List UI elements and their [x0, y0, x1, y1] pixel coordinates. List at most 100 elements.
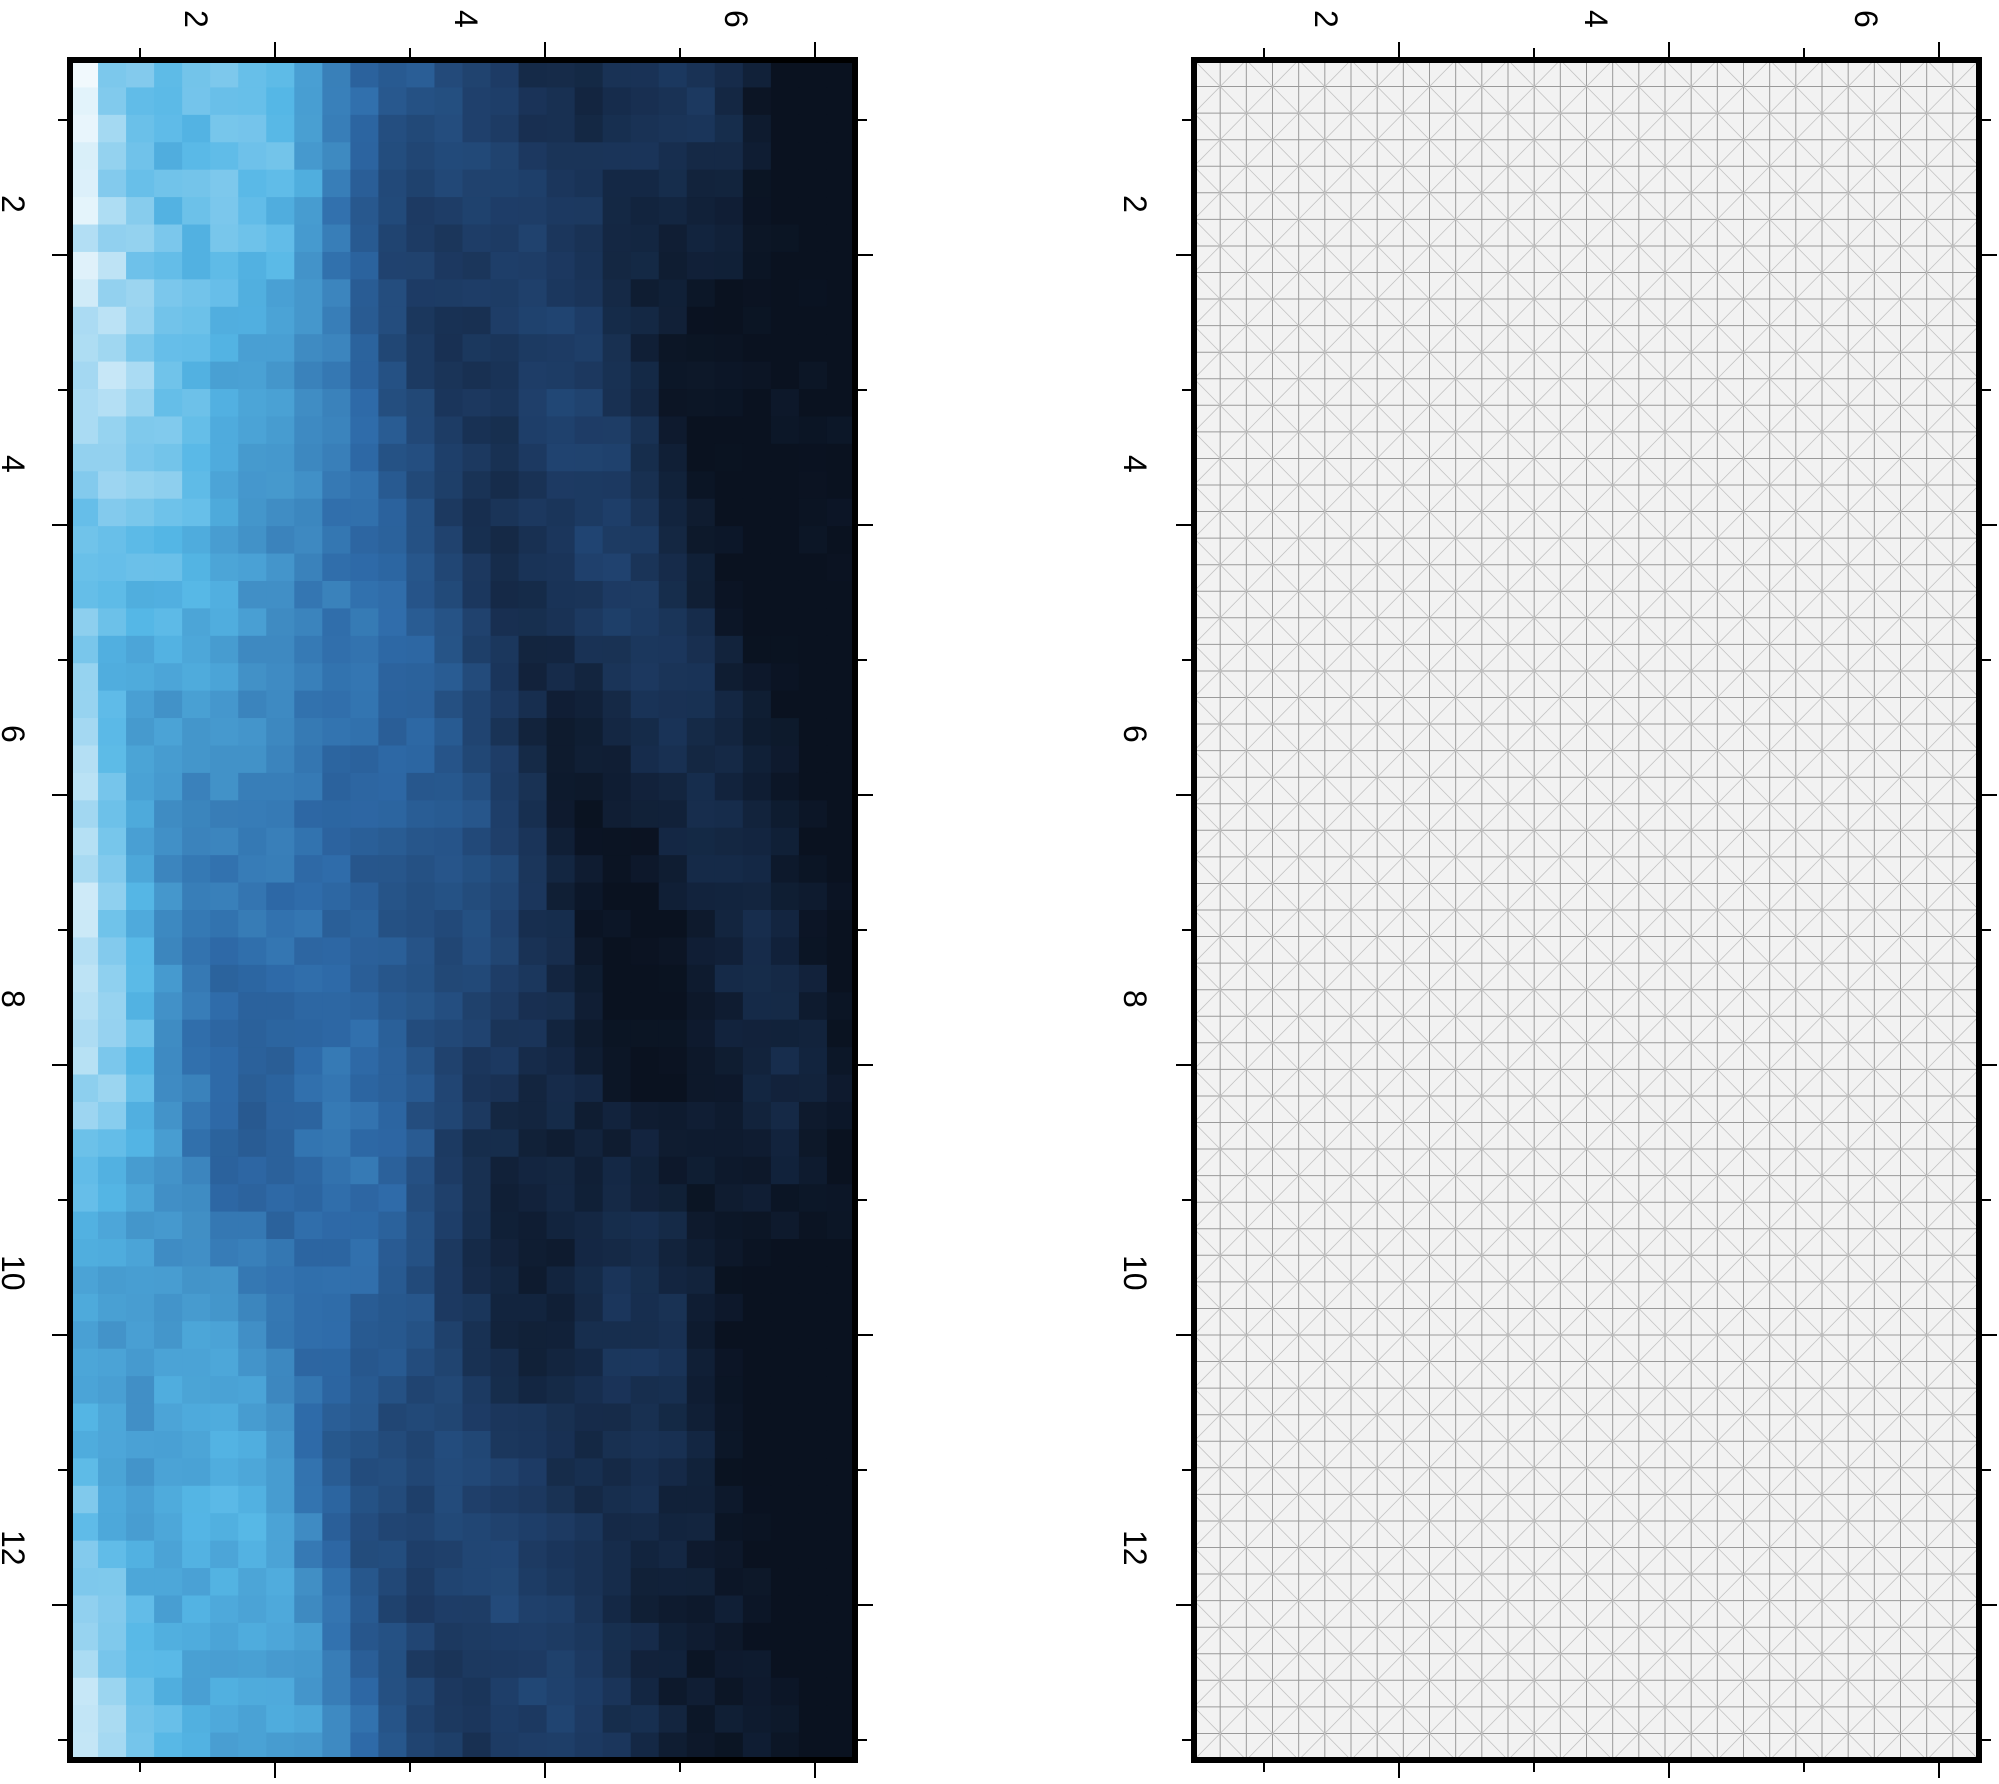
mesh-diagonal [1586, 325, 1613, 353]
mesh-diagonal [1272, 1706, 1299, 1734]
mesh-diagonal [1847, 1175, 1875, 1203]
heatmap-cell [154, 1513, 183, 1542]
heatmap-cell [770, 1540, 800, 1569]
mesh-diagonal [1612, 936, 1640, 964]
mesh-diagonal [1847, 1069, 1875, 1097]
heatmap-cell [126, 389, 155, 418]
heatmap-cell [798, 992, 828, 1021]
heatmap-cell [798, 251, 828, 280]
heatmap-cell [210, 334, 239, 363]
heatmap-cell [742, 827, 772, 856]
mesh-diagonal [1533, 750, 1561, 778]
mesh-diagonal [1900, 86, 1927, 114]
heatmap-cell [518, 1622, 548, 1651]
mesh-diagonal [1847, 830, 1875, 858]
heatmap-cell [462, 197, 492, 226]
heatmap-cell [630, 306, 660, 335]
heatmap-cell [630, 498, 660, 527]
heatmap-cell [546, 937, 576, 966]
heatmap-cell [238, 251, 267, 280]
mesh-diagonal [1246, 1095, 1273, 1123]
mesh-diagonal [1821, 617, 1849, 645]
mesh-diagonal [1847, 1122, 1875, 1150]
mesh-diagonal [1717, 458, 1744, 486]
heatmap-cell [742, 169, 772, 198]
heatmap-cell [378, 142, 408, 171]
mesh-diagonal [1769, 1175, 1797, 1203]
heatmap-cell [294, 1568, 323, 1597]
heatmap-cell [686, 1705, 716, 1734]
mesh-diagonal [1272, 750, 1299, 778]
mesh-diagonal [1926, 1255, 1954, 1283]
mesh-diagonal [1769, 537, 1797, 565]
heatmap-cell [238, 1184, 267, 1213]
heatmap-cell [350, 1376, 379, 1405]
heatmap-cell [266, 1622, 295, 1651]
mesh-diagonal [1586, 1653, 1613, 1681]
heatmap-cell [602, 1677, 632, 1706]
mesh-diagonal [1455, 1122, 1483, 1150]
heatmap-cell [378, 114, 408, 143]
mesh-diagonal [1481, 458, 1509, 486]
heatmap-cell [350, 471, 379, 500]
heatmap-cell [210, 389, 239, 418]
mesh-diagonal [1455, 1467, 1483, 1495]
heatmap-cell [798, 910, 828, 939]
heatmap-cell [826, 416, 855, 445]
mesh-diagonal [1507, 909, 1535, 937]
heatmap-cell [406, 964, 436, 993]
heatmap-cell [294, 608, 323, 637]
mesh-diagonal [1324, 856, 1352, 884]
mesh-diagonal [1664, 1148, 1692, 1176]
mesh-diagonal [1219, 511, 1247, 539]
heatmap-cell [70, 1485, 99, 1514]
mesh-diagonal [1350, 936, 1378, 964]
heatmap-cell [798, 635, 828, 664]
mesh-diagonal [1690, 112, 1718, 140]
mesh-diagonal [1560, 245, 1587, 273]
heatmap-cell [126, 1732, 155, 1760]
mesh-diagonal [1874, 1042, 1901, 1070]
mesh-diagonal [1350, 1626, 1378, 1655]
heatmap-cell [742, 114, 772, 143]
mesh-diagonal [1507, 1175, 1535, 1203]
heatmap-cell [294, 1047, 323, 1076]
heatmap-cell [462, 663, 492, 692]
heatmap-cell [462, 1293, 492, 1322]
mesh-diagonal [1481, 1626, 1509, 1655]
mesh-diagonal [1324, 1680, 1352, 1708]
heatmap-cell [154, 416, 183, 445]
heatmap-cell [210, 1705, 239, 1734]
heatmap-cell [826, 827, 855, 856]
mesh-diagonal [1795, 1308, 1823, 1336]
heatmap-cell [126, 169, 155, 198]
heatmap-cell [266, 114, 295, 143]
mesh-diagonal [1533, 936, 1561, 964]
mesh-diagonal [1664, 1015, 1692, 1044]
mesh-diagonal [1795, 750, 1823, 778]
mesh-diagonal [1795, 245, 1823, 273]
mesh-diagonal [1664, 458, 1692, 486]
heatmap-cell [434, 663, 464, 692]
heatmap-cell [686, 964, 716, 993]
mesh-diagonal [1821, 856, 1849, 884]
mesh-diagonal [1717, 1467, 1744, 1495]
mesh-diagonal [1900, 936, 1927, 964]
mesh-diagonal [1847, 484, 1875, 512]
mesh-diagonal [1795, 803, 1823, 831]
mesh-diagonal [1638, 458, 1666, 486]
heatmap-cell [294, 334, 323, 363]
mesh-diagonal [1690, 1467, 1718, 1495]
mesh-diagonal [1795, 378, 1823, 406]
mesh-diagonal [1690, 750, 1718, 778]
mesh-diagonal [1219, 1653, 1247, 1681]
mesh-diagonal [1586, 405, 1613, 433]
mesh-diagonal [1298, 883, 1326, 911]
mesh-diagonal [1743, 1255, 1770, 1283]
heatmap-cell [770, 1129, 800, 1158]
mesh-diagonal [1376, 1414, 1404, 1442]
heatmap-cell [462, 1101, 492, 1130]
heatmap-cell [462, 690, 492, 719]
mesh-diagonal [1403, 192, 1430, 220]
mesh-diagonal [1376, 405, 1404, 433]
